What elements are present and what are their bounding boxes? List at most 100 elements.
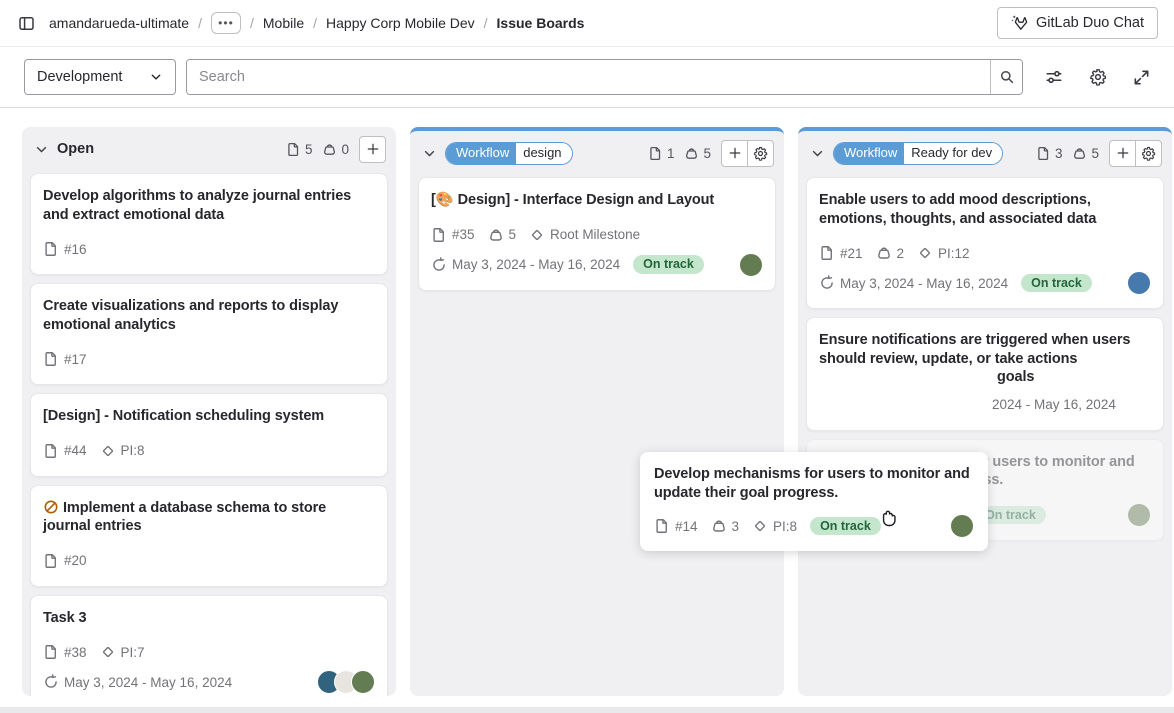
board-switcher-dropdown[interactable]: Development bbox=[24, 59, 176, 95]
scoped-label-value: Ready for dev bbox=[904, 142, 1003, 164]
breadcrumb-group[interactable]: amandarueda-ultimate bbox=[49, 15, 190, 31]
issue-iteration: May 3, 2024 - May 16, 2024 bbox=[431, 257, 620, 273]
breadcrumb-current: Issue Boards bbox=[496, 15, 585, 31]
issue-ref: #16 bbox=[43, 241, 87, 257]
issue-weight: 2 bbox=[876, 245, 904, 261]
breadcrumb-item-mobile[interactable]: Mobile bbox=[262, 15, 305, 31]
issue-title[interactable]: Create visualizations and reports to dis… bbox=[43, 298, 339, 333]
column-header: Open 5 0 bbox=[22, 127, 396, 171]
status-badge: On track bbox=[810, 516, 881, 536]
issue-title[interactable]: [🎨 Design] - Interface Design and Layout bbox=[431, 192, 715, 208]
issue-iteration: May 3, 2024 - May 16, 2024 bbox=[819, 275, 1008, 291]
search-input[interactable] bbox=[187, 60, 990, 94]
issue-type-icon bbox=[43, 351, 59, 367]
breadcrumb-item-project[interactable]: Happy Corp Mobile Dev bbox=[326, 15, 475, 31]
issue-meta-dates: May 3, 2024 - May 16, 2024 On track bbox=[819, 271, 1151, 296]
board-config-button[interactable] bbox=[1089, 68, 1107, 86]
issue-ref: #44 bbox=[43, 443, 87, 459]
collapse-column-button[interactable] bbox=[34, 142, 49, 157]
scoped-label-key: Workflow bbox=[834, 142, 905, 164]
issue-title[interactable]: Enable users to add mood descriptions, e… bbox=[819, 192, 1097, 227]
sidebar-toggle-button[interactable] bbox=[18, 15, 35, 32]
issue-card[interactable]: [Design] - Notification scheduling syste… bbox=[30, 393, 388, 477]
weight-icon bbox=[322, 142, 337, 157]
breadcrumb-separator: / bbox=[249, 15, 254, 31]
iteration-icon bbox=[819, 275, 835, 291]
chevron-down-icon bbox=[149, 70, 163, 84]
issue-title[interactable]: Develop algorithms to analyze journal en… bbox=[43, 188, 352, 223]
issue-meta: #21 2 PI:12 bbox=[819, 241, 1151, 265]
chevron-down-icon bbox=[810, 146, 825, 161]
add-issue-button[interactable] bbox=[721, 139, 748, 167]
issue-card[interactable]: Create visualizations and reports to dis… bbox=[30, 283, 388, 386]
issue-card-partially-covered[interactable]: Ensure notifications are triggered when … bbox=[806, 317, 1164, 431]
status-badge: On track bbox=[1021, 273, 1092, 293]
issue-meta-dates: 2024 - May 16, 2024 bbox=[819, 393, 1151, 417]
scoped-label[interactable]: Workflow Ready for dev bbox=[833, 141, 1004, 165]
dragged-issue-card[interactable]: Develop mechanisms for users to monitor … bbox=[640, 452, 988, 552]
weight-count: 0 bbox=[322, 142, 349, 157]
weight-icon bbox=[684, 146, 699, 161]
iteration-icon bbox=[431, 257, 447, 273]
search-button[interactable] bbox=[990, 60, 1022, 94]
column-counts: 5 0 bbox=[286, 135, 386, 163]
issue-card[interactable]: Enable users to add mood descriptions, e… bbox=[806, 177, 1164, 310]
issue-card[interactable]: Develop algorithms to analyze journal en… bbox=[30, 173, 388, 276]
issue-type-icon bbox=[431, 227, 447, 243]
weight-icon bbox=[1072, 146, 1087, 161]
assignee-avatars bbox=[317, 670, 375, 695]
issue-type-icon bbox=[654, 518, 670, 534]
column-actions bbox=[721, 139, 774, 167]
milestone-icon bbox=[100, 443, 116, 459]
issue-iteration: May 3, 2024 - May 16, 2024 bbox=[43, 674, 232, 690]
issue-meta: #17 bbox=[43, 347, 375, 371]
scoped-label-value: design bbox=[516, 142, 572, 164]
issue-meta: #20 bbox=[43, 549, 375, 573]
board-preferences-button[interactable] bbox=[1045, 68, 1063, 86]
issue-milestone: PI:7 bbox=[100, 644, 145, 660]
column-counts: 3 5 bbox=[1036, 139, 1162, 167]
column-actions bbox=[1109, 139, 1162, 167]
column-settings-button[interactable] bbox=[747, 139, 774, 167]
issue-type-icon bbox=[43, 553, 59, 569]
issue-card[interactable]: Implement a database schema to store jou… bbox=[30, 484, 388, 587]
assignee-avatars bbox=[739, 252, 763, 277]
weight-icon bbox=[711, 518, 727, 534]
breadcrumb-bar: amandarueda-ultimate / ••• / Mobile / Ha… bbox=[0, 0, 1174, 47]
plus-icon bbox=[1116, 146, 1130, 160]
issue-card[interactable]: Task 3 #38 PI:7 bbox=[30, 594, 388, 696]
collapse-column-button[interactable] bbox=[422, 146, 437, 161]
board-switcher-value: Development bbox=[37, 69, 123, 85]
column-card-list: Enable users to add mood descriptions, e… bbox=[798, 175, 1172, 696]
gitlab-duo-chat-button[interactable]: GitLab Duo Chat bbox=[996, 7, 1158, 39]
issues-icon bbox=[286, 142, 301, 157]
horizontal-scrollbar[interactable] bbox=[0, 707, 1174, 713]
issue-title[interactable]: Implement a database schema to store jou… bbox=[43, 499, 327, 535]
column-settings-button[interactable] bbox=[1135, 139, 1162, 167]
breadcrumb-ellipsis-button[interactable]: ••• bbox=[210, 12, 241, 34]
status-badge: On track bbox=[975, 505, 1046, 525]
collapse-column-button[interactable] bbox=[810, 146, 825, 161]
toolbar-actions bbox=[1045, 68, 1150, 86]
issue-type-icon bbox=[43, 241, 59, 257]
issue-title[interactable]: Task 3 bbox=[43, 609, 87, 626]
column-header: Workflow Ready for dev 3 5 bbox=[798, 131, 1172, 175]
milestone-icon bbox=[752, 518, 768, 534]
issue-count: 1 bbox=[648, 146, 674, 161]
issue-title[interactable]: [Design] - Notification scheduling syste… bbox=[43, 408, 325, 425]
issue-meta: #14 3 PI:8 On track bbox=[654, 514, 974, 539]
plus-icon bbox=[366, 142, 380, 156]
assignee-avatars bbox=[1127, 502, 1151, 527]
add-issue-button[interactable] bbox=[359, 135, 386, 163]
breadcrumb-separator: / bbox=[313, 15, 318, 31]
fullscreen-button[interactable] bbox=[1133, 69, 1150, 86]
scoped-label[interactable]: Workflow design bbox=[445, 141, 573, 165]
avatar bbox=[1127, 502, 1151, 527]
chevron-down-icon bbox=[422, 146, 437, 161]
column-card-list: [🎨 Design] - Interface Design and Layout… bbox=[410, 175, 784, 696]
issue-card[interactable]: [🎨 Design] - Interface Design and Layout… bbox=[418, 177, 776, 291]
issue-title[interactable]: Ensure notifications are triggered when … bbox=[819, 332, 1131, 386]
chevron-down-icon bbox=[34, 142, 49, 157]
add-issue-button[interactable] bbox=[1109, 139, 1136, 167]
issue-milestone: PI:8 bbox=[752, 518, 797, 534]
